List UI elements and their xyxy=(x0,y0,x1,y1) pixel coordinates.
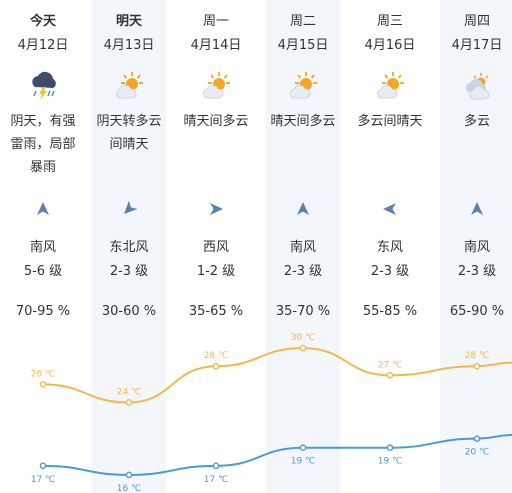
wind-direction: 南风 xyxy=(463,240,490,255)
data-label: 28 ℃ xyxy=(465,351,489,361)
partly-sunny-icon xyxy=(375,70,407,102)
partly-sunny-icon xyxy=(201,70,233,102)
humidity-range: 30-60 % xyxy=(101,304,157,319)
wind-level: 1-2 级 xyxy=(196,264,236,279)
date-label: 4月15日 xyxy=(277,38,329,53)
weather-description-line: 暴雨 xyxy=(29,160,56,175)
partly-sunny-icon xyxy=(288,70,320,102)
day-label: 周一 xyxy=(202,14,229,29)
wind-level: 2-3 级 xyxy=(283,264,323,279)
data-point xyxy=(473,362,481,370)
humidity-range: 35-65 % xyxy=(188,304,244,319)
day-column: 明天 4月13日 阴天转多云间晴天 东北风 2-3 级 30-60 % xyxy=(92,0,166,493)
data-point xyxy=(39,381,47,388)
wind-direction-icon xyxy=(121,200,138,217)
data-label: 17 ℃ xyxy=(31,475,55,485)
weather-description-line: 间晴天 xyxy=(109,137,149,152)
data-point xyxy=(299,444,307,452)
data-point xyxy=(125,399,133,406)
wind-direction-icon xyxy=(382,201,398,217)
wind-direction-icon xyxy=(208,201,224,217)
data-label: 19 ℃ xyxy=(378,457,402,467)
wind-direction: 东北风 xyxy=(109,240,149,255)
data-label: 17 ℃ xyxy=(204,475,228,485)
weather-description-line: 多云 xyxy=(463,114,490,129)
data-label: 19 ℃ xyxy=(291,457,315,467)
day-column: 周四 4月17日 多云 南风 2-3 级 65-90 % xyxy=(440,0,512,493)
date-label: 4月17日 xyxy=(451,38,503,53)
weather-description: 晴天间多云 xyxy=(181,110,251,133)
data-label: 24 ℃ xyxy=(117,387,141,397)
data-label: 20 ℃ xyxy=(465,448,489,458)
data-label: 26 ℃ xyxy=(31,369,55,379)
thunderstorm-icon xyxy=(28,70,60,102)
wind-direction-icon xyxy=(469,201,485,217)
data-point xyxy=(299,344,307,352)
data-point xyxy=(212,462,220,470)
day-column: 周一 4月14日 晴天间多云 西风 1-2 级 35-65 % xyxy=(179,0,253,493)
data-label: 16 ℃ xyxy=(117,484,141,493)
wind-direction-icon xyxy=(35,201,51,217)
weather-description-line: 晴天间多云 xyxy=(270,114,336,129)
temperature-chart: 26 ℃ 24 ℃ 28 ℃ 30 ℃ 27 ℃ 28 ℃ 17 ℃ 16 ℃ 17 ℃ 19 … xyxy=(31,333,512,493)
series-line xyxy=(42,434,512,476)
weather-description-line: 阴天，有强 xyxy=(10,114,76,129)
humidity-range: 70-95 % xyxy=(15,304,71,319)
day-label: 周三 xyxy=(376,14,403,29)
humidity-range: 55-85 % xyxy=(362,304,418,319)
day-column: 周三 4月16日 多云间晴天 东风 2-3 级 55-85 % xyxy=(353,0,427,493)
data-point xyxy=(39,462,47,470)
data-point xyxy=(473,435,481,442)
data-point xyxy=(386,444,394,452)
data-point xyxy=(386,371,394,379)
data-label: 30 ℃ xyxy=(291,333,315,343)
weather-description-line: 晴天间多云 xyxy=(183,114,249,129)
day-label: 今天 xyxy=(29,14,56,29)
low-temp-series: 17 ℃ 16 ℃ 17 ℃ 19 ℃ 19 ℃ 20 ℃ xyxy=(31,434,512,493)
date-label: 4月13日 xyxy=(103,38,155,53)
wind-level: 2-3 级 xyxy=(457,264,497,279)
cloudy-icon xyxy=(462,70,494,102)
wind-direction-icon xyxy=(295,201,311,217)
weather-description: 多云间晴天 xyxy=(355,110,425,133)
weather-description: 晴天间多云 xyxy=(268,110,338,133)
partly-sunny-icon xyxy=(114,70,146,102)
day-label: 明天 xyxy=(115,14,142,29)
weather-description-line: 阴天转多云 xyxy=(96,114,162,129)
wind-direction: 西风 xyxy=(202,240,229,255)
day-column: 周二 4月15日 晴天间多云 南风 2-3 级 35-70 % xyxy=(266,0,340,493)
wind-direction: 南风 xyxy=(289,240,316,255)
date-label: 4月12日 xyxy=(17,38,69,53)
date-label: 4月14日 xyxy=(190,38,242,53)
weather-description: 多云 xyxy=(442,110,512,133)
weather-description-line: 雷雨，局部 xyxy=(10,137,76,152)
day-label: 周四 xyxy=(463,14,490,29)
day-column: 今天 4月12日 阴天，有强雷雨，局部暴雨 南风 5-6 级 70-95 % xyxy=(6,0,80,493)
day-label: 周二 xyxy=(289,14,316,29)
data-label: 28 ℃ xyxy=(204,351,228,361)
wind-direction: 南风 xyxy=(29,240,56,255)
wind-level: 2-3 级 xyxy=(370,264,410,279)
data-label: 27 ℃ xyxy=(378,360,402,370)
humidity-range: 35-70 % xyxy=(275,304,331,319)
wind-direction: 东风 xyxy=(376,240,403,255)
high-temp-series: 26 ℃ 24 ℃ 28 ℃ 30 ℃ 27 ℃ 28 ℃ xyxy=(31,333,512,406)
data-point xyxy=(212,362,220,370)
data-point xyxy=(125,471,133,479)
weather-description: 阴天转多云 间晴天 xyxy=(94,110,164,156)
weather-description: 阴天，有强雷雨，局部暴雨 xyxy=(8,110,78,179)
weather-description-line: 多云间晴天 xyxy=(357,114,423,129)
humidity-range: 65-90 % xyxy=(449,304,505,319)
wind-level: 5-6 级 xyxy=(23,264,63,279)
date-label: 4月16日 xyxy=(364,38,416,53)
wind-level: 2-3 级 xyxy=(109,264,149,279)
series-line xyxy=(42,347,512,404)
